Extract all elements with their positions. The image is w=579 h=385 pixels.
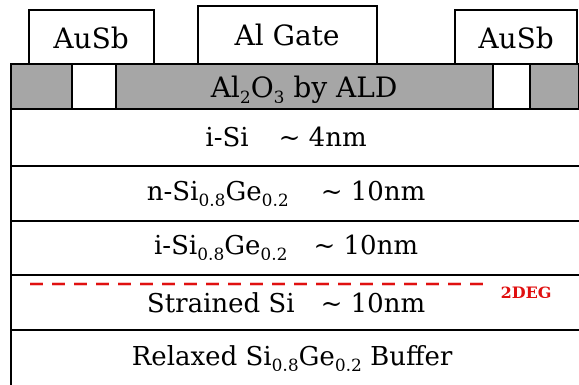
oxide-right-segment — [529, 63, 579, 110]
oxide-label: Al2O3 by ALD — [210, 71, 398, 108]
channel-layer-label: Strained Si ~ 10nm — [147, 289, 425, 319]
buffer-layer-label: Relaxed Si0.8Ge0.2 Buffer — [132, 342, 453, 376]
ausb-right-contact — [454, 9, 578, 65]
ausb-right-label: AuSb — [477, 22, 553, 55]
spacer-layer-label: i-Si0.8Ge0.2 ~ 10nm — [154, 231, 418, 265]
al-gate-label: Al Gate — [234, 19, 340, 52]
oxide-left-segment — [10, 63, 73, 110]
ausb-left-label: AuSb — [52, 22, 128, 55]
doped-layer-label: n-Si0.8Ge0.2 ~ 10nm — [147, 177, 425, 211]
ausb-left-contact — [28, 9, 155, 65]
oxide-center-segment — [115, 63, 494, 110]
cap-layer-label: i-Si ~ 4nm — [205, 123, 366, 153]
twodeg-label: 2DEG — [501, 283, 552, 302]
al-gate-contact — [197, 5, 378, 66]
